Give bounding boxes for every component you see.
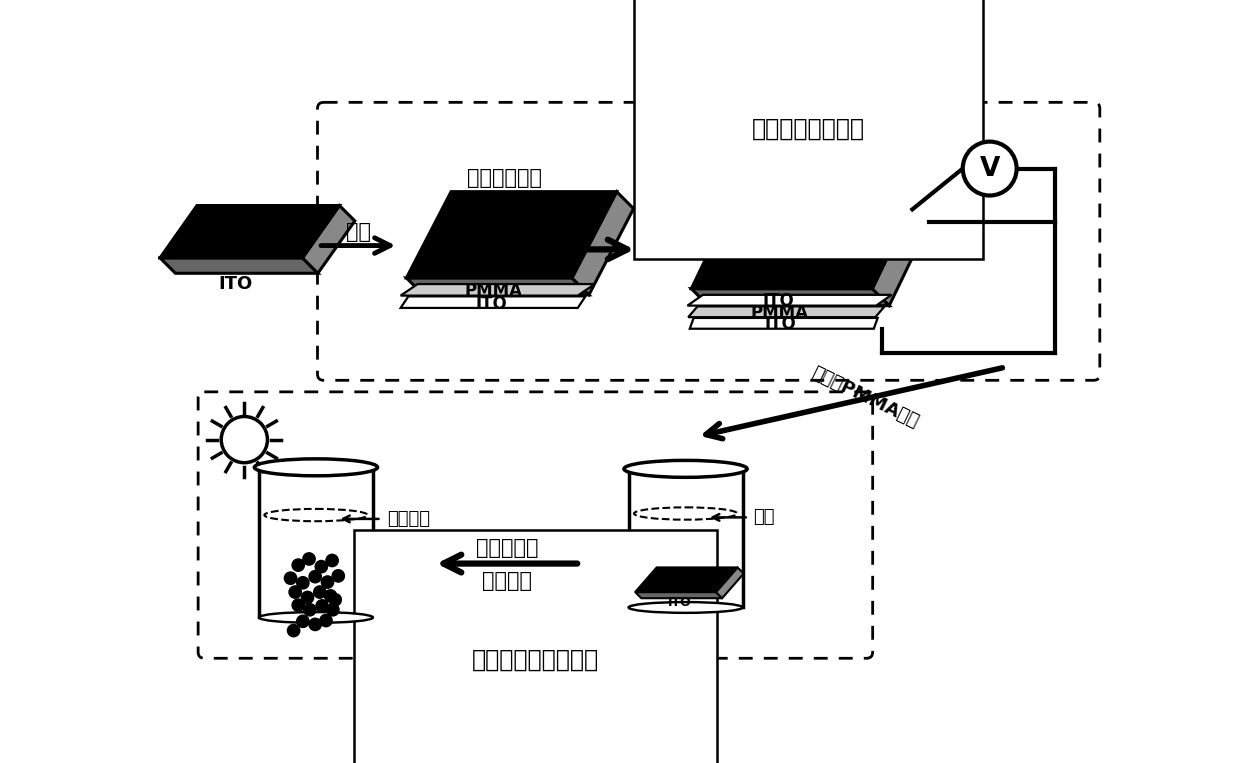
Circle shape [293,559,304,571]
Circle shape [326,604,339,616]
Polygon shape [635,568,738,592]
Circle shape [289,586,301,598]
Polygon shape [401,284,595,295]
Text: 染料溶液: 染料溶液 [387,510,430,528]
Polygon shape [259,467,373,617]
Circle shape [332,570,345,582]
Circle shape [320,614,332,626]
Polygon shape [401,296,585,308]
Circle shape [304,604,316,616]
Circle shape [962,142,1017,195]
Circle shape [293,599,304,611]
Circle shape [309,618,321,630]
Circle shape [221,417,268,462]
FancyBboxPatch shape [198,392,873,658]
FancyBboxPatch shape [317,102,1100,380]
Polygon shape [689,318,878,329]
Polygon shape [692,205,913,288]
Text: 样品与PMMA分离: 样品与PMMA分离 [808,364,921,431]
Polygon shape [407,278,589,295]
Polygon shape [160,258,317,273]
Circle shape [329,594,341,606]
Text: 铁电粉末样品: 铁电粉末样品 [467,168,542,188]
Text: 电场调控自发极化: 电场调控自发极化 [753,117,866,140]
Text: 旋涂: 旋涂 [346,223,371,243]
Circle shape [316,600,329,612]
Text: 光催化实验: 光催化实验 [476,538,538,559]
Ellipse shape [259,612,373,623]
Circle shape [284,572,296,584]
Text: ITO: ITO [763,292,794,310]
Ellipse shape [629,602,743,613]
Circle shape [326,555,339,567]
Polygon shape [687,295,892,306]
Polygon shape [572,192,634,295]
Polygon shape [629,468,743,607]
Polygon shape [303,205,355,273]
Polygon shape [160,205,340,258]
Text: 丙酮: 丙酮 [754,508,775,526]
Text: ITO: ITO [218,275,252,293]
Text: ITO: ITO [764,315,796,333]
Circle shape [321,576,334,588]
Polygon shape [692,288,889,306]
Polygon shape [635,592,722,598]
Polygon shape [407,192,616,278]
Text: V: V [980,156,999,182]
Polygon shape [872,205,929,306]
Text: 样品转移: 样品转移 [482,571,532,591]
Text: 铁电光催化性能优化: 铁电光催化性能优化 [472,648,599,671]
Circle shape [296,615,309,627]
Circle shape [288,624,300,636]
Text: PMMA: PMMA [750,304,808,321]
Circle shape [303,552,315,565]
Ellipse shape [624,460,748,478]
Ellipse shape [254,459,377,476]
Circle shape [296,577,309,589]
Circle shape [325,590,337,602]
Text: ITO: ITO [667,597,691,610]
Polygon shape [715,568,744,598]
Circle shape [314,586,326,598]
Text: PMMA: PMMA [464,282,522,300]
Polygon shape [688,307,884,317]
Circle shape [315,561,327,573]
Text: ITO: ITO [476,295,507,313]
Circle shape [309,571,321,583]
Circle shape [301,591,314,604]
